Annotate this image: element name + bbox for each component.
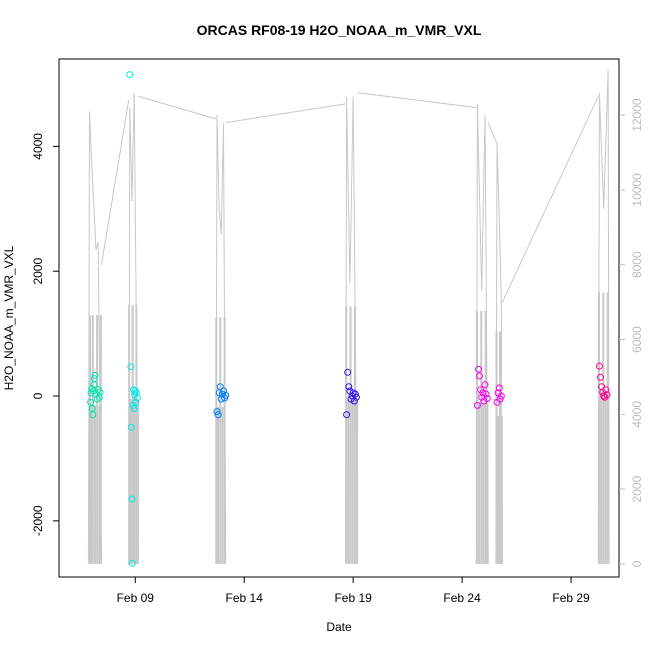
data-point [481,381,489,389]
data-point [479,389,487,397]
y2-tick-label: 6000 [630,326,644,353]
x-tick-label: Feb 29 [552,591,590,605]
data-point [475,365,482,373]
data-point [216,383,224,391]
data-point [351,390,359,398]
data-point [222,391,230,399]
data-point [603,391,611,399]
data-point [130,405,138,412]
y-axis-label: H2O_NOAA_m_VMR_VXL [2,245,16,390]
data-point [600,392,608,400]
data-point [217,395,225,403]
data-point [496,395,504,403]
y-tick-label: 0 [31,392,45,399]
plot-frame [58,58,620,578]
data-point [483,395,491,402]
data-point [602,386,610,394]
altitude-profile [345,96,358,564]
altitude-trace [87,70,610,564]
data-point [214,411,222,419]
data-point [345,383,353,391]
data-point [128,559,136,567]
x-tick-label: Feb 19 [334,591,372,605]
data-point [220,387,227,395]
y2-tick-label: 12000 [630,98,644,132]
y-axis: -2000 0 2000 4000 [31,133,59,536]
data-point [497,392,505,400]
altitude-profile [215,115,227,564]
data-point [133,394,141,402]
data-point [473,401,481,409]
data-point [91,371,99,379]
y-tick-label: 4000 [31,133,45,160]
altitude-profile [597,70,610,564]
altitude-profile [128,92,139,564]
data-point [344,368,352,376]
data-point [127,423,135,431]
altitude-profile [475,103,489,564]
data-point [127,363,135,371]
y2-tick-label: 10000 [630,173,644,207]
y2-tick-label: 4000 [630,401,644,428]
data-point [132,398,140,406]
data-point [482,390,490,398]
altitude-segment [487,122,497,142]
x-axis-label: Date [326,620,352,634]
data-point [352,393,360,401]
data-point [87,398,95,406]
data-point [96,388,104,396]
y2-tick-label: 8000 [630,251,644,278]
data-point [350,397,358,405]
data-point [95,393,103,401]
y2-tick-label: 0 [630,560,644,567]
y-tick-label: 2000 [31,258,45,285]
chart-title: ORCAS RF08-19 H2O_NOAA_m_VMR_VXL [197,22,482,38]
x-tick-label: Feb 14 [226,591,264,605]
data-point [343,411,351,419]
data-point [89,411,97,419]
y-tick-label: -2000 [31,505,45,536]
data-point [128,495,136,503]
x-axis: Feb 09 Feb 14 Feb 19 Feb 24 Feb 29 [117,577,590,605]
altitude-profile [87,111,102,564]
x-tick-label: Feb 09 [117,591,155,605]
altitude-segment [225,103,346,124]
x-tick-label: Feb 24 [443,591,481,605]
data-point [90,375,98,382]
data-point [93,395,101,403]
data-point [132,389,140,397]
data-point [476,372,483,380]
altitude-segment [138,95,217,120]
altitude-segment [357,92,477,109]
altitude-segment [501,96,599,303]
data-point [595,362,603,370]
data-point [597,373,604,381]
altitude-segment [100,100,130,265]
right-axis: 0 2000 4000 6000 8000 10000 12000 [619,98,644,567]
y2-tick-label: 2000 [630,475,644,502]
data-points [87,71,611,567]
data-point [213,408,221,416]
data-point [495,384,503,392]
data-point [126,71,134,79]
data-point [218,390,226,398]
